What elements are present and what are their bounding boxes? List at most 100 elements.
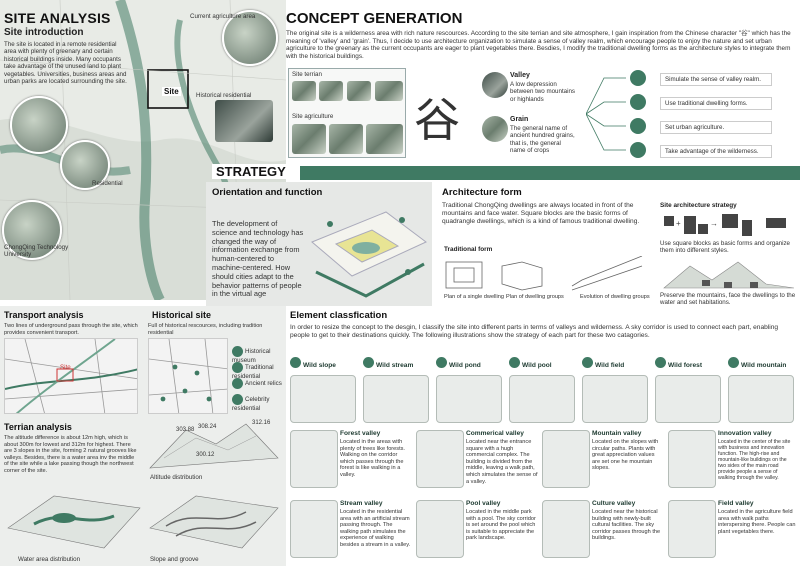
museum-icon	[232, 346, 243, 357]
elev-1: 303.88	[176, 427, 195, 433]
field-valley-desc: Located in the agriculture field area wi…	[718, 509, 796, 535]
culture-valley-title: Culture valley	[592, 500, 636, 507]
historical-body: Full of historical rescources, including…	[148, 323, 263, 336]
wild-forest-illustration	[655, 375, 721, 423]
site-terrian-box: Site terrian Site agriculture	[288, 68, 406, 158]
mountain-icon	[728, 357, 739, 369]
label-residential: Residential	[92, 180, 123, 187]
wild-stream-label: Wild stream	[376, 362, 414, 369]
architecture-form-panel: Architecture form Traditional ChongQing …	[440, 182, 800, 308]
wild-pool-illustration	[509, 375, 575, 423]
relics-icon	[232, 378, 243, 389]
cap-slope: Slope and groove	[150, 556, 199, 563]
valley-field: Field valley Located in the agriculture …	[668, 500, 798, 562]
valley-innovation: Innovation valley Located in the center …	[668, 430, 798, 494]
wild-field-label: Wild field	[595, 362, 625, 369]
wild-item-slope: Wild slope	[290, 354, 360, 423]
stream-valley-illustration	[290, 500, 338, 558]
cap-single-dwelling: Plan of a single dwelling	[444, 294, 505, 300]
terrain-body: The altitude difference is about 12m hig…	[4, 435, 137, 474]
legend-label-museum: Historical museum	[232, 348, 271, 364]
mountain-valley-desc: Located on the slopes with circular path…	[592, 439, 659, 472]
strategy-sub-desc: Use square blocks as basic forms and org…	[660, 240, 791, 255]
slope-icon	[290, 357, 301, 369]
wild-pond-label: Wild pond	[449, 362, 481, 369]
wild-forest-label: Wild forest	[668, 362, 703, 369]
historical-legend-4: Celebrity residential	[232, 394, 284, 412]
site-intro-subtitle: Site introduction	[4, 27, 84, 38]
orientation-body: The development of science and technolog…	[212, 219, 304, 299]
site-terrian-label: Site terrian	[292, 71, 322, 78]
university-photo	[2, 200, 62, 260]
strategy-title: STRATEGY	[212, 164, 290, 179]
forest-valley-desc: Located in the areas with plenty of tree…	[340, 439, 405, 478]
wild-item-pool: Wild pool	[509, 354, 579, 423]
valley-stream: Stream valley Located in the residential…	[290, 500, 414, 562]
terrian-photo-3	[347, 81, 371, 101]
wild-item-forest: Wild forest	[655, 354, 725, 423]
historical-legend-3: Ancient relics	[232, 378, 284, 389]
concept-title: CONCEPT GENERATION	[286, 10, 463, 27]
stream-valley-desc: Located in the residential area with an …	[340, 509, 411, 548]
historical-legend-1: Historical museum	[232, 346, 284, 364]
wild-pond-illustration	[436, 375, 502, 423]
wild-item-pond: Wild pond	[436, 354, 506, 423]
legend-label-relics: Ancient relics	[245, 380, 282, 388]
elev-4: 300.12	[196, 452, 215, 458]
celebrity-icon	[232, 394, 243, 405]
historical-title: Historical site	[152, 310, 212, 320]
transport-site-label: Site	[60, 364, 71, 371]
commercial-valley-desc: Located near the entrance square with a …	[466, 439, 538, 485]
label-university: ChongQing Technology University	[4, 244, 69, 259]
orientation-panel: Orientation and function The development…	[206, 182, 432, 308]
wild-mountain-illustration	[728, 375, 794, 423]
strategy-caption: Preserve the mountains, face the dwellin…	[660, 292, 796, 307]
pool-valley-illustration	[416, 500, 464, 558]
historical-panel: Historical site Full of historical resco…	[142, 306, 286, 418]
forest-icon	[655, 357, 666, 369]
concept-panel: CONCEPT GENERATION The original site is …	[286, 0, 800, 166]
valley-forest: Forest valley Located in the areas with …	[290, 430, 414, 494]
transport-map	[4, 338, 138, 414]
transport-title: Transport analysis	[4, 310, 84, 320]
lake-park-photo	[10, 96, 68, 154]
strategy-mountain-diagram	[663, 261, 795, 289]
legend-label-celebrity: Celebrity residential	[232, 396, 270, 412]
transport-panel: Transport analysis Two lines of undergro…	[0, 306, 142, 418]
agri-photo-2	[329, 124, 363, 154]
historical-legend-2: Traditional residential	[232, 362, 284, 380]
terrian-photo-1	[292, 81, 316, 101]
elev-3: 312.16	[252, 420, 271, 426]
stream-valley-title: Stream valley	[340, 500, 383, 507]
cap-altitude: Altitude distribution	[150, 474, 203, 481]
slope-diagram	[149, 495, 279, 549]
wild-field-illustration	[582, 375, 648, 423]
culture-valley-desc: Located near the historical building wit…	[592, 509, 661, 542]
strategy-blocks: + →	[664, 214, 786, 236]
character-glyph: 谷	[414, 93, 460, 147]
element-body: In order to resize the concept to the de…	[290, 324, 779, 339]
cap-dwelling-groups: Plan of dwelling groups	[506, 294, 564, 300]
mountain-valley-title: Mountain valley	[592, 430, 642, 437]
concept-body: The original site is a wilderness area w…	[286, 30, 791, 60]
cap-water: Water area distribution	[18, 556, 81, 563]
site-analysis-panel: SITE ANALYSIS Site introduction The site…	[0, 0, 286, 300]
commercial-valley-title: Commerical valley	[466, 430, 524, 437]
element-panel: Element classfication In order to resize…	[286, 306, 800, 566]
commercial-valley-illustration	[416, 430, 464, 488]
altitude-diagram	[149, 423, 279, 469]
element-title: Element classfication	[290, 310, 388, 321]
terrain-title: Terrian analysis	[4, 422, 72, 432]
label-historical-res: Historical residential	[196, 92, 252, 99]
historical-residential-photo	[215, 100, 273, 142]
pool-icon	[509, 357, 520, 369]
orientation-title: Orientation and function	[212, 187, 323, 198]
goal-2: Use traditional dwelling forms.	[660, 97, 772, 111]
innovation-valley-desc: Located in the center of the site with b…	[718, 439, 791, 481]
valley-culture: Culture valley Located near the historic…	[542, 500, 666, 562]
goal-3: Set urban agriculture.	[660, 121, 772, 135]
terrian-photo-4	[375, 81, 403, 101]
field-icon	[582, 357, 593, 369]
forest-valley-title: Forest valley	[340, 430, 381, 437]
valley-desc: A low depression between two mountains o…	[510, 81, 576, 103]
